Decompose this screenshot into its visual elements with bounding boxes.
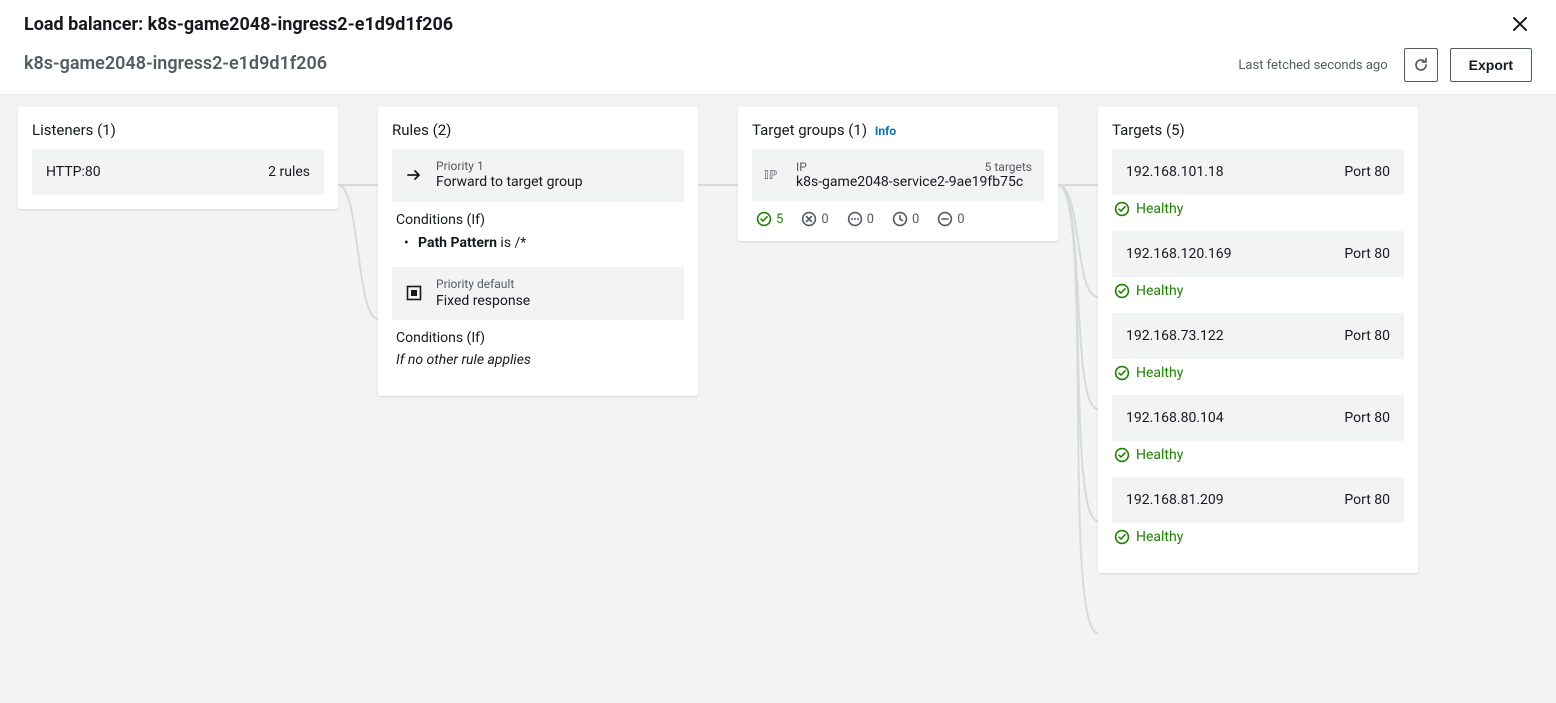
dots-circle-icon [847, 211, 863, 227]
target-ip: 192.168.73.122 [1126, 328, 1224, 344]
target-ip: 192.168.120.169 [1126, 246, 1232, 262]
check-circle-icon [1114, 529, 1130, 545]
check-circle-icon [1114, 201, 1130, 217]
condition-key: Path Pattern [418, 235, 497, 251]
target-status: Healthy [1112, 523, 1404, 545]
target-port: Port 80 [1344, 164, 1390, 180]
page-title: Load balancer: k8s-game2048-ingress2-e1d… [24, 14, 453, 35]
last-fetched-text: Last fetched seconds ago [1238, 58, 1387, 73]
condition-else: If no other rule applies [396, 352, 680, 368]
target-block: 192.168.101.18 Port 80 Healthy [1112, 149, 1404, 217]
target-port: Port 80 [1344, 410, 1390, 426]
rule-row-2[interactable]: Priority default Fixed response [392, 267, 684, 320]
listeners-card: Listeners (1) HTTP:80 2 rules [18, 107, 338, 209]
rule-action: Fixed response [436, 292, 530, 310]
rule-priority: Priority default [436, 277, 530, 291]
target-ip: 192.168.81.209 [1126, 492, 1224, 508]
status-count: 0 [821, 212, 828, 227]
target-block: 192.168.73.122 Port 80 Healthy [1112, 313, 1404, 381]
listeners-title: Listeners (1) [32, 121, 324, 139]
target-groups-card: Target groups (1) Info 𝕀ℙ IP 5 targets k… [738, 107, 1058, 241]
target-port: Port 80 [1344, 492, 1390, 508]
target-status-label: Healthy [1136, 365, 1183, 381]
fixed-response-icon [404, 283, 424, 303]
target-block: 192.168.80.104 Port 80 Healthy [1112, 395, 1404, 463]
target-status-label: Healthy [1136, 201, 1183, 217]
targets-card: Targets (5) 192.168.101.18 Port 80 Healthy… [1098, 107, 1418, 573]
refresh-button[interactable] [1404, 48, 1438, 82]
condition-value: is /* [497, 235, 526, 251]
target-status: Healthy [1112, 441, 1404, 463]
rule-priority: Priority 1 [436, 159, 583, 173]
target-ip: 192.168.80.104 [1126, 410, 1224, 426]
status-count: 0 [957, 212, 964, 227]
conditions-label: Conditions (If) [396, 212, 680, 228]
target-groups-title-text: Target groups (1) [752, 121, 867, 139]
listener-protocol-port: HTTP:80 [46, 164, 101, 180]
status-unhealthy: 0 [801, 211, 828, 227]
check-circle-icon [756, 211, 772, 227]
ip-icon: 𝕀ℙ [764, 166, 786, 184]
target-block: 192.168.120.169 Port 80 Healthy [1112, 231, 1404, 299]
target-row[interactable]: 192.168.101.18 Port 80 [1112, 149, 1404, 195]
target-groups-title: Target groups (1) Info [752, 121, 1044, 139]
check-circle-icon [1114, 283, 1130, 299]
target-port: Port 80 [1344, 328, 1390, 344]
target-group-count: 5 targets [985, 160, 1032, 174]
status-healthy: 5 [756, 211, 783, 227]
resource-subtitle: k8s-game2048-ingress2-e1d9d1f206 [24, 53, 327, 74]
target-row[interactable]: 192.168.120.169 Port 80 [1112, 231, 1404, 277]
status-count: 5 [776, 212, 783, 227]
target-row[interactable]: 192.168.81.209 Port 80 [1112, 477, 1404, 523]
rule-conditions-2: Conditions (If) If no other rule applies [392, 320, 684, 382]
target-row[interactable]: 192.168.73.122 Port 80 [1112, 313, 1404, 359]
refresh-icon [1413, 57, 1429, 73]
target-status: Healthy [1112, 359, 1404, 381]
target-status-label: Healthy [1136, 283, 1183, 299]
target-status-label: Healthy [1136, 447, 1183, 463]
arrow-right-icon [404, 165, 424, 185]
svg-text:𝕀ℙ: 𝕀ℙ [764, 168, 777, 182]
target-status: Healthy [1112, 277, 1404, 299]
listener-rules-count: 2 rules [268, 164, 310, 180]
target-group-status-strip: 5 0 0 0 [752, 201, 1044, 227]
rule-conditions-1: Conditions (If) Path Pattern is /* [392, 202, 684, 268]
x-circle-icon [801, 211, 817, 227]
export-button[interactable]: Export [1450, 48, 1532, 82]
resource-map-canvas: Listeners (1) HTTP:80 2 rules Rules (2) … [0, 95, 1556, 703]
minus-circle-icon [937, 211, 953, 227]
rule-action: Forward to target group [436, 173, 583, 191]
status-count: 0 [912, 212, 919, 227]
check-circle-icon [1114, 447, 1130, 463]
rule-row-1[interactable]: Priority 1 Forward to target group [392, 149, 684, 202]
status-unused: 0 [847, 211, 874, 227]
target-ip: 192.168.101.18 [1126, 164, 1224, 180]
target-port: Port 80 [1344, 246, 1390, 262]
rules-card: Rules (2) Priority 1 Forward to target g… [378, 107, 698, 396]
target-block: 192.168.81.209 Port 80 Healthy [1112, 477, 1404, 545]
conditions-label: Conditions (If) [396, 330, 680, 346]
clock-circle-icon [892, 211, 908, 227]
targets-title: Targets (5) [1112, 121, 1404, 139]
target-group-row[interactable]: 𝕀ℙ IP 5 targets k8s-game2048-service2-9a… [752, 149, 1044, 201]
status-initial: 0 [892, 211, 919, 227]
close-icon[interactable] [1508, 12, 1532, 36]
target-group-name: k8s-game2048-service2-9ae19fb75c [796, 174, 1032, 190]
listener-row[interactable]: HTTP:80 2 rules [32, 149, 324, 195]
status-count: 0 [867, 212, 874, 227]
status-draining: 0 [937, 211, 964, 227]
target-group-type: IP [796, 160, 807, 174]
info-link[interactable]: Info [875, 124, 896, 138]
target-status-label: Healthy [1136, 529, 1183, 545]
target-row[interactable]: 192.168.80.104 Port 80 [1112, 395, 1404, 441]
target-status: Healthy [1112, 195, 1404, 217]
check-circle-icon [1114, 365, 1130, 381]
rules-title: Rules (2) [392, 121, 684, 139]
